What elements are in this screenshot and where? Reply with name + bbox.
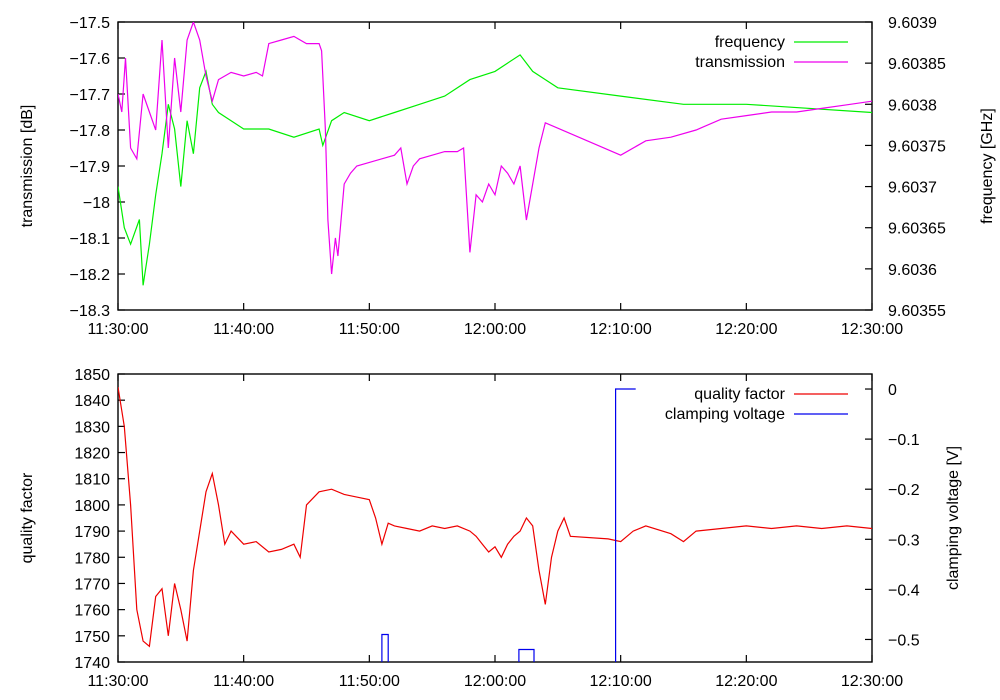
y-right-tick-label: 9.60355 xyxy=(888,303,946,320)
y-left-tick-label: 1810 xyxy=(74,472,110,489)
y-left-tick-label: 1770 xyxy=(74,576,110,593)
y-left-tick-label: −17.5 xyxy=(70,15,111,32)
y-left-tick-label: 1750 xyxy=(74,629,110,646)
x-tick-label: 12:20:00 xyxy=(715,321,777,338)
y-left-tick-label: −17.8 xyxy=(70,123,111,140)
x-tick-label: 11:40:00 xyxy=(213,321,274,338)
y-right-tick-label: −0.4 xyxy=(888,582,920,599)
y-right-tick-label: −0.1 xyxy=(888,432,920,449)
y-left-tick-label: −18.1 xyxy=(70,231,111,248)
y-left-tick-label: −17.9 xyxy=(70,159,111,176)
legend-label: quality factor xyxy=(694,386,785,403)
y-right-axis-label: frequency [GHz] xyxy=(979,108,996,224)
legend-label: frequency xyxy=(715,34,785,51)
y-right-tick-label: −0.2 xyxy=(888,482,920,499)
y-right-tick-label: 9.6036 xyxy=(888,262,937,279)
legend-label: transmission xyxy=(695,54,785,71)
y-right-tick-label: 9.6037 xyxy=(888,180,937,197)
y-left-tick-label: −17.7 xyxy=(70,87,111,104)
y-right-tick-label: 0 xyxy=(888,382,897,399)
y-left-tick-label: −18 xyxy=(83,195,110,212)
x-tick-label: 11:50:00 xyxy=(339,673,400,690)
y-left-tick-label: 1740 xyxy=(74,655,110,672)
y-right-tick-label: 9.60385 xyxy=(888,56,946,73)
x-tick-label: 11:30:00 xyxy=(87,321,148,338)
y-left-tick-label: 1790 xyxy=(74,524,110,541)
y-left-tick-label: 1840 xyxy=(74,393,110,410)
y-left-tick-label: 1850 xyxy=(74,367,110,384)
y-right-tick-label: 9.60375 xyxy=(888,138,946,155)
y-left-tick-label: 1820 xyxy=(74,446,110,463)
y-left-tick-label: 1760 xyxy=(74,603,110,620)
x-tick-label: 12:10:00 xyxy=(590,321,652,338)
y-right-tick-label: 9.6038 xyxy=(888,97,937,114)
y-left-tick-label: 1780 xyxy=(74,550,110,567)
x-tick-label: 12:00:00 xyxy=(464,321,526,338)
y-left-tick-label: −18.2 xyxy=(70,267,111,284)
legend-label: clamping voltage xyxy=(665,406,785,423)
series-line-clamping-voltage xyxy=(381,388,636,662)
bottom-panel: 11:30:00 11:40:00 11:50:00 12:00:00 12:10:00… xyxy=(19,367,962,690)
x-tick-label: 11:30:00 xyxy=(87,673,148,690)
y-right-axis-label: clamping voltage [V] xyxy=(945,446,962,590)
series-line-quality-factor xyxy=(118,387,872,648)
y-left-tick-label: −18.3 xyxy=(70,303,111,320)
x-tick-label: 12:00:00 xyxy=(464,673,526,690)
x-tick-label: 12:30:00 xyxy=(841,321,903,338)
y-right-tick-label: −0.5 xyxy=(888,632,920,649)
y-left-axis-label: quality factor xyxy=(19,472,36,563)
x-tick-label: 12:20:00 xyxy=(715,673,777,690)
series-line-frequency xyxy=(118,54,872,286)
x-tick-label: 11:40:00 xyxy=(213,673,274,690)
x-tick-label: 12:10:00 xyxy=(590,673,652,690)
y-left-tick-label: 1830 xyxy=(74,419,110,436)
top-panel: 11:30:00 11:40:00 11:50:00 12:00:00 12:10:00… xyxy=(19,15,996,338)
series-line-transmission xyxy=(118,22,872,275)
y-right-tick-label: 9.60365 xyxy=(888,221,946,238)
y-right-tick-label: 9.6039 xyxy=(888,15,937,32)
x-tick-label: 12:30:00 xyxy=(841,673,903,690)
x-tick-label: 11:50:00 xyxy=(339,321,400,338)
y-left-tick-label: 1800 xyxy=(74,498,110,515)
y-left-axis-label: transmission [dB] xyxy=(19,105,36,228)
y-left-tick-label: −17.6 xyxy=(70,51,111,68)
y-right-tick-label: −0.3 xyxy=(888,532,920,549)
